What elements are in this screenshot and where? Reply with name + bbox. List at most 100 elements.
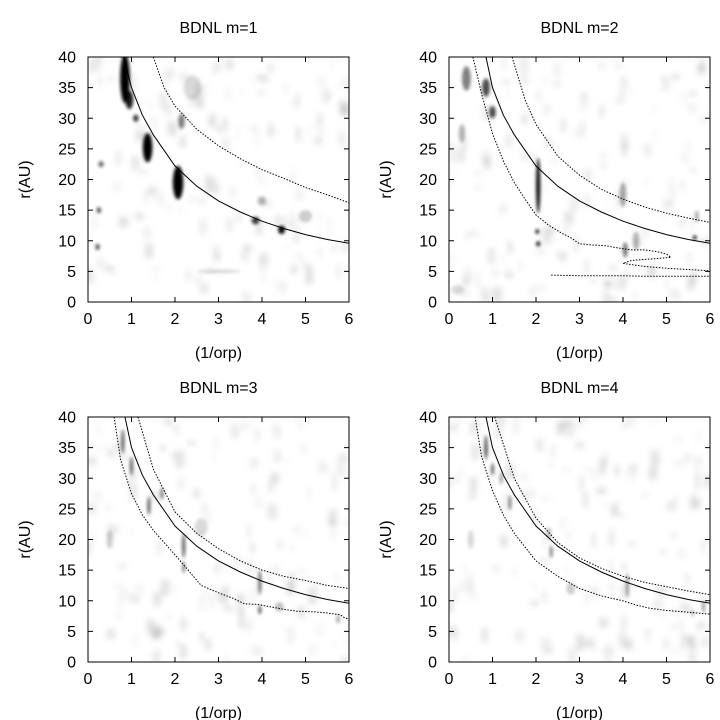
heatmap-texture-cell [684,103,692,107]
heatmap-texture-cell [621,143,628,157]
heatmap-texture-cell [603,501,607,508]
chart-title: BDNL m=3 [179,380,257,397]
heatmap-texture-cell [500,254,504,264]
heatmap-texture-cell [604,451,608,467]
heatmap-texture-cell [332,476,338,491]
heatmap-texture-cell [653,130,657,140]
heatmap-texture-cell [250,483,257,495]
heatmap-texture-cell [282,222,291,227]
heatmap-texture-cell [343,521,349,525]
heatmap-blob [182,560,186,574]
y-tick-label: 10 [419,593,437,610]
heatmap-texture-cell [685,141,690,153]
x-tick-label: 3 [575,311,584,328]
heatmap-texture-cell [313,583,319,594]
heatmap-texture-cell [330,521,336,538]
heatmap-blob [142,132,153,163]
heatmap-texture-cell [259,75,269,83]
series-line-dotted [551,274,710,277]
heatmap-texture-cell [512,417,520,434]
heatmap-texture-cell [696,624,704,631]
heatmap-texture-cell [621,562,627,571]
heatmap-texture-cell [199,284,209,294]
heatmap-texture-cell [240,89,245,93]
heatmap-texture-cell [118,216,129,228]
heatmap-texture-cell [652,418,655,427]
heatmap-area [88,417,349,662]
heatmap-blob [566,582,576,595]
heatmap-texture-cell [153,592,162,607]
heatmap-texture-cell [699,115,708,124]
heatmap-texture-cell [471,444,480,460]
heatmap-texture-cell [225,88,232,101]
heatmap-texture-cell [563,419,573,426]
heatmap-texture-cell [679,218,685,228]
heatmap-texture-cell [276,280,279,296]
heatmap-texture-cell [274,425,281,439]
heatmap-area [88,57,349,302]
heatmap-texture-cell [638,257,644,263]
heatmap-texture-cell [98,76,102,87]
heatmap-texture-cell [662,615,665,620]
heatmap-texture-cell [615,62,622,71]
y-axis-label: r(AU) [17,520,34,558]
heatmap-texture-cell [536,90,541,102]
heatmap-texture-cell [475,170,481,176]
heatmap-texture-cell [301,443,306,454]
heatmap-texture-cell [543,530,549,546]
heatmap-texture-cell [583,492,588,508]
heatmap-texture-cell [697,622,707,627]
heatmap-texture-cell [130,594,140,603]
heatmap-texture-cell [164,73,168,91]
heatmap-texture-cell [335,265,343,279]
heatmap-texture-cell [179,72,189,82]
heatmap-texture-cell [115,151,122,166]
heatmap-texture-cell [226,217,233,232]
heatmap-texture-cell [575,634,584,651]
y-tick-label: 40 [58,410,76,427]
heatmap-blob [625,573,630,598]
heatmap-texture-cell [241,251,249,262]
heatmap-texture-cell [550,138,554,153]
heatmap-texture-cell [338,130,345,144]
heatmap-texture-cell [467,494,478,500]
y-tick-label: 30 [58,471,76,488]
heatmap-texture-cell [669,289,679,299]
heatmap-texture-cell [222,137,230,150]
chart-title: BDNL m=1 [179,20,257,37]
heatmap-texture-cell [178,138,185,148]
y-tick-label: 35 [58,440,76,457]
heatmap-texture-cell [645,628,651,640]
heatmap-texture-cell [340,104,349,114]
x-axis-label: (1/orp) [556,345,603,362]
heatmap-texture-cell [652,104,655,115]
heatmap-texture-cell [204,638,212,651]
series-line-dotted [472,57,710,272]
heatmap-texture-cell [332,641,337,647]
heatmap-texture-cell [214,182,220,195]
heatmap-texture-cell [541,227,552,244]
heatmap-texture-cell [302,263,312,268]
heatmap-texture-cell [589,467,599,481]
y-tick-label: 5 [67,624,76,641]
x-tick-label: 1 [488,671,497,688]
heatmap-texture-cell [514,524,518,537]
heatmap-texture-cell [211,455,216,460]
heatmap-texture-cell [178,205,183,214]
heatmap-texture-cell [240,420,250,431]
x-tick-label: 6 [345,671,354,688]
series-line-solid [485,417,710,604]
chart-panel: BDNL m=2 0 1 2 3 4 5 6 0 5 10 15 20 25 30 35 40 (1/orp) r(… [378,20,715,362]
x-tick-label: 1 [127,671,136,688]
heatmap-texture-cell [282,626,285,632]
heatmap-texture-cell [543,187,549,192]
heatmap-texture-cell [267,503,277,520]
heatmap-texture-cell [700,238,710,246]
heatmap-texture-cell [143,227,151,240]
heatmap-texture-cell [294,228,299,244]
heatmap-texture-cell [297,569,307,574]
heatmap-blob [181,533,186,558]
x-tick-label: 5 [301,311,310,328]
heatmap-blob [508,495,512,511]
heatmap-texture-cell [616,513,626,517]
